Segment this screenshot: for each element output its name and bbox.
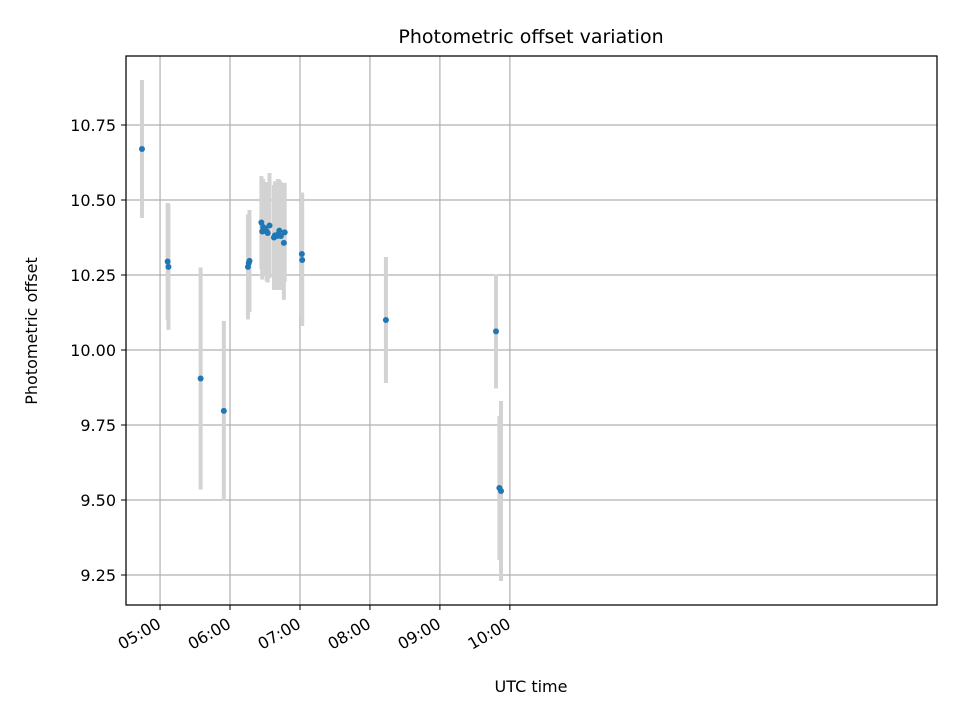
y-tick-label: 10.50 [70, 191, 116, 210]
y-tick-label: 9.75 [80, 416, 116, 435]
data-point [264, 230, 271, 236]
data-point [258, 219, 265, 226]
data-point [280, 239, 287, 246]
data-point [281, 229, 288, 236]
data-point [276, 227, 283, 234]
data-point [277, 233, 284, 239]
y-tick-label: 9.50 [80, 491, 116, 510]
data-point [246, 257, 253, 264]
data-point [298, 251, 305, 257]
y-tick-label: 10.75 [70, 116, 116, 135]
axes-frame [125, 55, 938, 606]
y-tick-label: 10.00 [70, 341, 116, 360]
data-point [382, 317, 389, 323]
y-tick-label: 10.25 [70, 266, 116, 285]
data-point [492, 328, 499, 335]
data-points [138, 146, 505, 494]
chart-title: Photometric offset variation [398, 26, 663, 48]
data-point [165, 263, 172, 270]
y-tick-label: 9.25 [80, 566, 116, 585]
y-axis-ticks: 9.25 9.50 9.75 10.00 10.25 10.50 10.75 [70, 116, 126, 585]
data-point [498, 488, 505, 494]
y-axis-label: Photometric offset [22, 257, 41, 405]
data-point [266, 222, 273, 229]
data-point [197, 375, 204, 382]
data-point [138, 146, 145, 152]
data-point [164, 258, 171, 265]
x-axis-label: UTC time [495, 677, 568, 696]
data-point [220, 407, 227, 414]
data-point [299, 257, 306, 263]
